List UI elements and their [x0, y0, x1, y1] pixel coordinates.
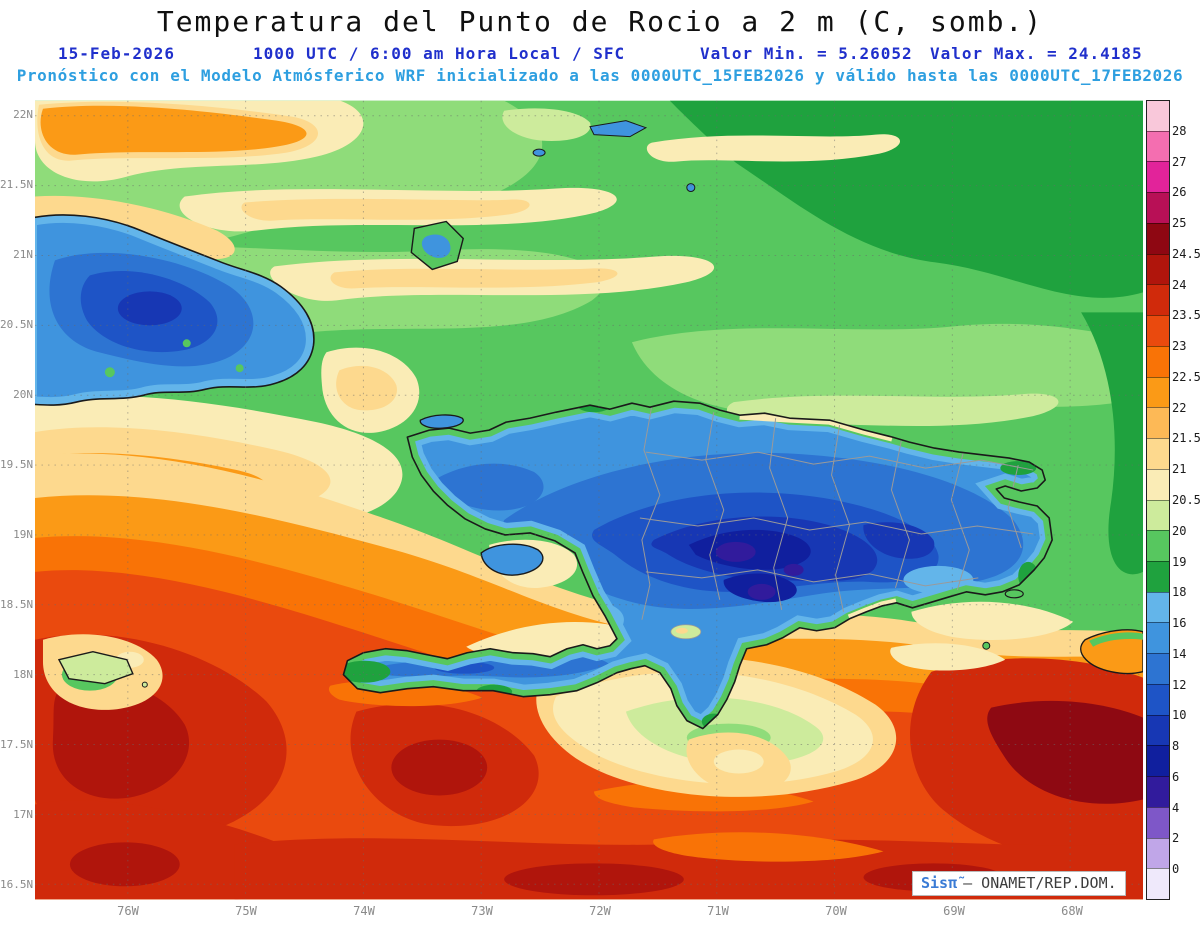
lat-axis-label: 18.5N: [0, 598, 34, 611]
header-date: 15-Feb-2026: [58, 44, 175, 63]
legend-segment: [1147, 683, 1169, 715]
lat-axis-label: 19N: [13, 528, 33, 541]
header-run-info: 1000 UTC / 6:00 am Hora Local / SFC: [253, 44, 626, 63]
legend-segment: [1147, 376, 1169, 408]
legend-segment: [1147, 868, 1169, 900]
legend-segment: [1147, 622, 1169, 654]
legend-label: 21: [1172, 462, 1187, 477]
legend-segment: [1147, 776, 1169, 807]
watermark-brand: Sisπ̃: [921, 874, 958, 892]
lon-axis-label: 68W: [1061, 904, 1083, 918]
legend-label: 12: [1172, 677, 1187, 692]
watermark-org: – ONAMET/REP.DOM.: [963, 874, 1117, 892]
legend-segment: [1147, 561, 1169, 592]
gonave-island: [480, 543, 544, 576]
legend-label: 19: [1172, 554, 1187, 569]
lon-axis-label: 73W: [471, 904, 493, 918]
legend-label: 18: [1172, 585, 1187, 600]
legend-bar: [1146, 100, 1170, 900]
legend-segment: [1147, 101, 1169, 131]
legend-segment: [1147, 284, 1169, 316]
lat-axis-label: 17.5N: [0, 738, 34, 751]
jamaica-landmass: [42, 634, 163, 710]
legend-segment: [1147, 438, 1169, 469]
legend-segment: [1147, 499, 1169, 531]
lat-axis-label: 19.5N: [0, 458, 34, 471]
lat-axis-label: 18N: [13, 668, 33, 681]
header-model-line: Pronóstico con el Modelo Atmósferico WRF…: [16, 66, 1184, 85]
lat-axis-label: 17N: [13, 808, 33, 821]
legend-segment: [1147, 345, 1169, 377]
legend-segment: [1147, 192, 1169, 223]
legend-segment: [1147, 806, 1169, 838]
legend-segment: [1147, 130, 1169, 162]
legend-label: 4: [1172, 800, 1180, 815]
legend-label: 24.5: [1172, 246, 1200, 261]
legend-label: 23.5: [1172, 308, 1200, 323]
legend-segment: [1147, 315, 1169, 346]
legend-segment: [1147, 837, 1169, 869]
tortuga-island: [419, 414, 464, 429]
lat-axis-label: 20N: [13, 388, 33, 401]
legend-segment: [1147, 530, 1169, 562]
page-title: Temperatura del Punto de Rocio a 2 m (C,…: [156, 5, 1044, 38]
lon-axis-label: 70W: [825, 904, 847, 918]
lat-axis-label: 21N: [13, 248, 33, 261]
lon-axis-label: 72W: [589, 904, 611, 918]
legend-label: 14: [1172, 646, 1187, 661]
legend-label: 25: [1172, 216, 1187, 231]
legend-label: 21.5: [1172, 431, 1200, 446]
legend-label: 22.5: [1172, 369, 1200, 384]
watermark: Sisπ̃ – ONAMET/REP.DOM.: [912, 871, 1126, 896]
puerto-rico-landmass: [982, 629, 1143, 675]
legend-label: 23: [1172, 339, 1187, 354]
lon-axis-label: 76W: [117, 904, 139, 918]
legend-label: 0: [1172, 862, 1180, 877]
saona-island: [1004, 589, 1024, 599]
legend-segment: [1147, 468, 1169, 500]
legend-label: 8: [1172, 739, 1180, 754]
legend-label: 22: [1172, 400, 1187, 415]
lat-axis-label: 22N: [13, 108, 33, 121]
mona-island: [982, 641, 991, 650]
header-min-value: Valor Min. = 5.26052: [700, 44, 913, 63]
legend-segment: [1147, 653, 1169, 684]
header-max-value: Valor Max. = 24.4185: [930, 44, 1143, 63]
cuba-landmass: [35, 214, 315, 406]
lon-axis-label: 69W: [943, 904, 965, 918]
legend-label: 16: [1172, 616, 1187, 631]
legend-label: 6: [1172, 769, 1180, 784]
legend-segment: [1147, 745, 1169, 777]
legend-label: 2: [1172, 831, 1180, 846]
legend-label: 20: [1172, 523, 1187, 538]
lon-axis-label: 71W: [707, 904, 729, 918]
legend-segment: [1147, 161, 1169, 193]
legend-label: 10: [1172, 708, 1187, 723]
great-inagua-island: [410, 220, 465, 271]
lon-axis-label: 75W: [235, 904, 257, 918]
legend-segment: [1147, 253, 1169, 285]
map-canvas: [35, 100, 1143, 900]
lon-axis-label: 74W: [353, 904, 375, 918]
legend-label: 28: [1172, 123, 1187, 138]
turks-and-caicos-islands: [532, 120, 696, 193]
legend-label: 27: [1172, 154, 1187, 169]
legend-label: 24: [1172, 277, 1187, 292]
lat-axis-label: 16.5N: [0, 878, 34, 891]
province-borders: [639, 405, 1034, 620]
legend-segment: [1147, 222, 1169, 254]
legend-label: 20.5: [1172, 493, 1200, 507]
legend-segment: [1147, 407, 1169, 439]
lat-axis-label: 20.5N: [0, 318, 34, 331]
dewpoint-shaded-map: [35, 100, 1143, 900]
legend-segment: [1147, 714, 1169, 746]
lat-axis-label: 21.5N: [0, 178, 34, 191]
legend-label: 26: [1172, 185, 1187, 200]
legend-segment: [1147, 591, 1169, 623]
